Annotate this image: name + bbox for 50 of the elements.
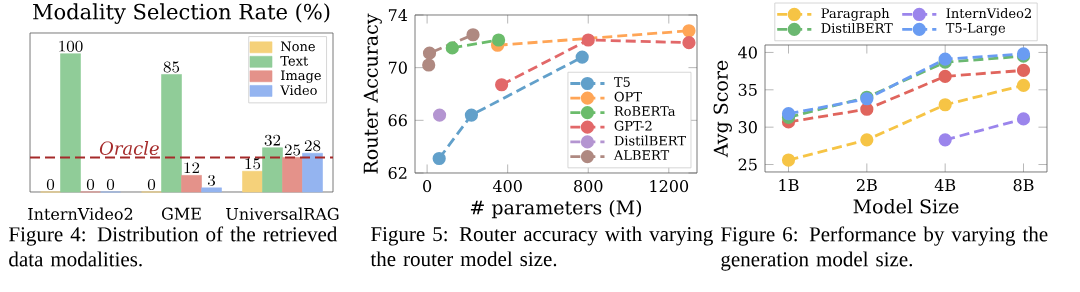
data-label: 25	[284, 144, 301, 156]
x-tick-label: 8B	[1013, 179, 1034, 192]
legend-label: RoBERTa	[614, 106, 676, 117]
x-tick-label: 800	[574, 180, 603, 193]
data-label: 85	[163, 61, 180, 73]
x-tick-label: UniversalRAG	[226, 207, 339, 220]
legend-label: DistilBERT	[821, 22, 893, 33]
y-axis-title: Router Accuracy	[363, 13, 382, 174]
legend-label: Paragraph	[821, 8, 890, 21]
caption: Figure 4: Distribution of the retrieved data modalities.	[9, 226, 338, 267]
legend-label: Video	[280, 85, 317, 96]
legend-label: T5	[614, 77, 630, 87]
x-tick-label: 0	[423, 180, 432, 193]
legend-label: ALBERT	[613, 150, 670, 160]
y-tick-label: 30	[738, 121, 757, 134]
x-tick-label: 4B	[934, 179, 956, 191]
ref-line-label: Oracle	[99, 141, 159, 156]
x-tick-label: 2B	[856, 179, 877, 191]
data-label: 28	[304, 140, 321, 152]
legend-label: Text	[280, 56, 309, 66]
y-axis-title: Avg Score	[713, 60, 732, 158]
legend-label: InternVideo2	[946, 8, 1031, 19]
legend-label: OPT	[614, 91, 642, 102]
x-tick-label: 1B	[779, 179, 799, 191]
x-tick-label: InternVideo2	[28, 207, 133, 220]
y-tick-label: 66	[388, 114, 407, 127]
y-tick-label: 74	[388, 9, 408, 21]
data-label: 3	[207, 174, 216, 186]
data-label: 32	[264, 134, 281, 146]
legend-label: None	[280, 41, 315, 52]
data-label: 100	[59, 40, 83, 52]
data-label: 15	[245, 158, 261, 170]
caption: Figure 6: Performance by varying the generation model size.	[721, 226, 1048, 271]
caption: Figure 5: Router accuracy with varying the router model size.	[370, 226, 713, 267]
x-tick-label: GME	[162, 207, 201, 220]
x-tick-label: 400	[492, 180, 522, 193]
y-tick-label: 40	[738, 46, 757, 59]
legend-label: T5-Large	[945, 23, 1006, 36]
chart-title: Modality Selection Rate (%)	[33, 3, 330, 24]
legend-label: DistilBERT	[614, 135, 686, 146]
y-tick-label: 62	[388, 166, 407, 180]
data-label: 12	[184, 162, 200, 174]
x-axis-title: Model Size	[853, 198, 959, 214]
legend-label: GPT-2	[614, 120, 652, 131]
x-tick-label: 1200	[650, 180, 689, 193]
y-tick-label: 70	[388, 61, 407, 74]
y-tick-label: 25	[738, 158, 757, 171]
legend-label: Image	[281, 70, 321, 83]
x-axis-title: # parameters (M)	[470, 199, 642, 219]
y-tick-label: 35	[738, 83, 757, 96]
